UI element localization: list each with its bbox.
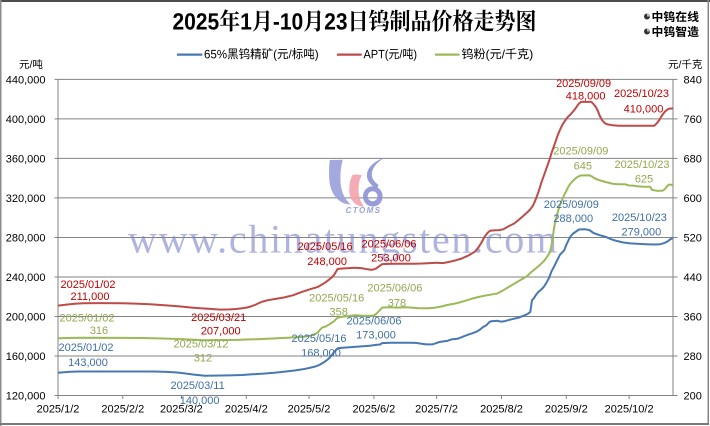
svg-text:2025/09/09: 2025/09/09 (553, 146, 608, 158)
svg-text:2025/05/16: 2025/05/16 (298, 241, 353, 253)
svg-text:2025/3/2: 2025/3/2 (160, 404, 203, 416)
svg-text:CTOMS: CTOMS (346, 206, 382, 215)
svg-text:2025/06/06: 2025/06/06 (346, 316, 401, 328)
svg-text:143,000: 143,000 (68, 357, 108, 369)
svg-text:410,000: 410,000 (624, 104, 664, 116)
svg-text:625: 625 (635, 174, 653, 186)
svg-text:140,000: 140,000 (180, 395, 220, 407)
svg-text:316: 316 (90, 325, 108, 337)
svg-text:400,000: 400,000 (6, 114, 46, 126)
svg-text:2025/06/06: 2025/06/06 (361, 238, 416, 250)
svg-text:2025/10/23: 2025/10/23 (614, 159, 669, 171)
svg-text:2025/05/16: 2025/05/16 (291, 333, 346, 345)
svg-text:240,000: 240,000 (6, 272, 46, 284)
svg-text:2025/5/2: 2025/5/2 (288, 404, 331, 416)
svg-text:168,000: 168,000 (301, 347, 341, 359)
svg-text:200: 200 (684, 390, 702, 402)
svg-text:312: 312 (194, 352, 212, 364)
svg-text:248,000: 248,000 (307, 256, 347, 268)
svg-text:2025/4/2: 2025/4/2 (225, 404, 268, 416)
svg-text:211,000: 211,000 (71, 291, 110, 303)
svg-text:2025/10/2: 2025/10/2 (605, 404, 654, 416)
svg-text:358: 358 (330, 306, 348, 318)
svg-text:253,000: 253,000 (371, 253, 411, 265)
svg-text:2025/01/02: 2025/01/02 (59, 312, 114, 324)
svg-text:418,000: 418,000 (566, 90, 606, 102)
svg-text:378: 378 (388, 298, 406, 310)
svg-text:2025/1/2: 2025/1/2 (37, 404, 80, 416)
svg-text:288,000: 288,000 (553, 213, 593, 225)
svg-text:440,000: 440,000 (6, 74, 46, 86)
svg-text:173,000: 173,000 (356, 329, 396, 341)
svg-text:2025/06/06: 2025/06/06 (367, 283, 422, 295)
svg-text:160,000: 160,000 (6, 351, 46, 363)
svg-text:2025/01/02: 2025/01/02 (58, 342, 113, 354)
svg-text:2025/8/2: 2025/8/2 (480, 404, 523, 416)
svg-text:280: 280 (684, 351, 702, 363)
svg-text:2025/09/09: 2025/09/09 (556, 78, 611, 90)
svg-text:760: 760 (684, 114, 702, 126)
svg-text:520: 520 (684, 232, 702, 244)
svg-text:280,000: 280,000 (6, 232, 46, 244)
svg-text:2025/03/21: 2025/03/21 (191, 312, 246, 324)
svg-text:279,000: 279,000 (622, 226, 662, 238)
svg-text:2025/7/2: 2025/7/2 (415, 404, 458, 416)
svg-text:2025/6/2: 2025/6/2 (352, 404, 395, 416)
svg-text:2025/9/2: 2025/9/2 (545, 404, 588, 416)
svg-text:2025/03/12: 2025/03/12 (173, 338, 228, 350)
svg-text:207,000: 207,000 (201, 325, 241, 337)
svg-text:www.chinatungsten.com: www.chinatungsten.com (128, 217, 559, 262)
svg-text:120,000: 120,000 (6, 390, 46, 402)
svg-text:2025/05/16: 2025/05/16 (309, 292, 364, 304)
svg-text:600: 600 (684, 193, 702, 205)
svg-text:2025/2/2: 2025/2/2 (101, 404, 144, 416)
svg-text:680: 680 (684, 153, 702, 165)
svg-text:2025/10/23: 2025/10/23 (614, 88, 669, 100)
svg-text:200,000: 200,000 (6, 311, 46, 323)
svg-text:320,000: 320,000 (6, 193, 46, 205)
svg-text:360: 360 (684, 311, 702, 323)
svg-text:645: 645 (574, 161, 592, 173)
svg-text:2025/10/23: 2025/10/23 (612, 212, 667, 224)
svg-text:2025/03/11: 2025/03/11 (170, 380, 224, 392)
svg-text:840: 840 (684, 74, 702, 86)
svg-text:2025/09/09: 2025/09/09 (544, 199, 599, 211)
svg-text:360,000: 360,000 (6, 153, 46, 165)
svg-text:440: 440 (684, 272, 702, 284)
svg-text:2025/01/02: 2025/01/02 (60, 279, 115, 291)
